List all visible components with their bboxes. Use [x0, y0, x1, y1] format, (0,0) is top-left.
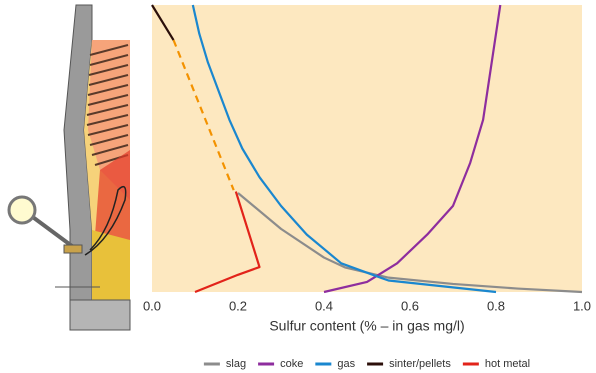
legend: slag coke gas sinter/pellets hot metal [203, 358, 530, 370]
legend-label: slag [226, 358, 246, 370]
x-tick-label: 0.0 [143, 298, 161, 313]
x-tick-label: 0.8 [487, 298, 505, 313]
legend-label: sinter/pellets [389, 358, 451, 370]
data-line [151, 4, 175, 41]
dashed-line [172, 39, 235, 191]
legend-item: hot metal [462, 358, 530, 370]
legend-label: hot metal [485, 358, 530, 370]
legend-item: gas [315, 358, 356, 370]
legend-label: coke [280, 358, 303, 370]
legend-label: gas [337, 358, 355, 370]
data-line [194, 191, 261, 294]
x-tick-label: 0.2 [229, 298, 247, 313]
data-line [191, 4, 497, 294]
legend-item: coke [258, 358, 303, 370]
x-tick-label: 1.0 [573, 298, 591, 313]
x-axis-label: Sulfur content (% – in gas mg/l) [269, 318, 464, 334]
x-tick-label: 0.4 [315, 298, 333, 313]
x-tick-label: 0.6 [401, 298, 419, 313]
legend-item: slag [203, 358, 246, 370]
legend-item: sinter/pellets [367, 358, 451, 370]
plot-background [152, 5, 582, 292]
furnace-illustration [7, 4, 131, 331]
